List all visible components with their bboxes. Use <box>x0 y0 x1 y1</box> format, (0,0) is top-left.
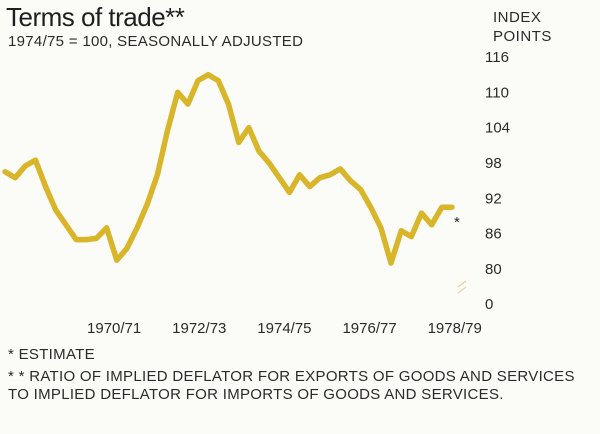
x-tick-label-1978-79: 1978/79 <box>428 320 482 337</box>
x-tick-label-1976-77: 1976/77 <box>342 320 396 337</box>
series-line-1 <box>2 71 455 266</box>
y-axis-unit-line-2: POINTS <box>493 28 552 45</box>
y-axis-unit-line-1: INDEX <box>493 9 542 26</box>
annotation-layer: * <box>454 214 460 231</box>
axis-break-icon <box>457 280 467 294</box>
y-tick-label-92: 92 <box>485 190 502 207</box>
y-tick-label-80: 80 <box>485 261 502 278</box>
estimate-asterisk: * <box>454 214 460 231</box>
footnotes: * ESTIMATE * * RATIO OF IMPLIED DEFLATOR… <box>8 346 598 404</box>
x-tick-label-1972-73: 1972/73 <box>172 320 226 337</box>
footnote-ratio-definition: * * RATIO OF IMPLIED DEFLATOR FOR EXPORT… <box>8 368 575 403</box>
x-tick-label-1970-71: 1970/71 <box>87 320 141 337</box>
y-axis-unit-label: INDEX POINTS <box>493 8 552 46</box>
y-tick-label-104: 104 <box>485 120 510 137</box>
chart-title: Terms of trade** <box>6 2 185 32</box>
footnote-estimate: * ESTIMATE <box>8 346 95 363</box>
y-axis-ticks: 0 80 86 92 98 104 110 116 <box>485 49 510 313</box>
y-tick-label-86: 86 <box>485 226 502 243</box>
x-axis-ticks: 1970/71 1972/73 1974/75 1976/77 1978/79 <box>87 320 482 337</box>
series-layer <box>2 71 455 266</box>
y-tick-label-116: 116 <box>485 49 509 66</box>
y-tick-label-0: 0 <box>485 296 493 313</box>
y-tick-label-98: 98 <box>485 155 502 172</box>
x-tick-label-1974-75: 1974/75 <box>257 320 311 337</box>
chart-subtitle: 1974/75 = 100, SEASONALLY ADJUSTED <box>8 33 304 50</box>
y-tick-label-110: 110 <box>485 84 509 101</box>
